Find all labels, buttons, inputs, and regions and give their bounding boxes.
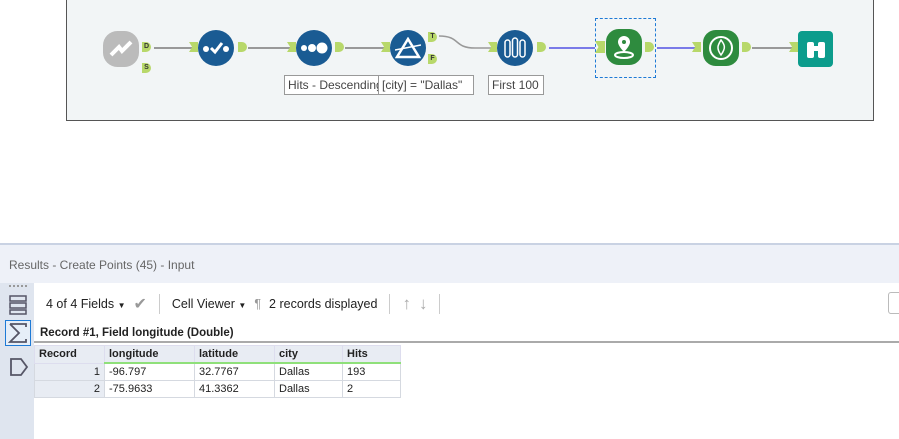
binoculars-icon [806,42,825,58]
table-header-row: Record longitude latitude city Hits [34,345,401,364]
cloud-input-icon [109,40,133,57]
input-anchor[interactable] [488,42,497,52]
arrow-up-icon[interactable]: ↑ [402,294,411,313]
connection [752,47,794,49]
cell[interactable]: 41.3362 [194,380,275,398]
search-input[interactable] [888,292,899,314]
select-tool[interactable] [198,30,234,66]
table-row: 2 -75.9633 41.3362 Dallas 2 [34,380,401,398]
results-panel-title: Results - Create Points (45) - Input [0,243,899,283]
filter-prism-icon [395,37,421,59]
cell[interactable]: 193 [342,362,401,381]
connection [248,47,294,49]
sample-annotation: First 100 [488,75,544,95]
output-anchor[interactable] [238,42,247,52]
input-anchor[interactable] [595,41,605,53]
sample-tubes-icon [504,37,526,58]
input-tool[interactable] [103,31,139,67]
connection [154,47,192,49]
workflow-canvas[interactable]: D S Hits - Descending T F [city] = "Dall… [66,0,874,121]
results-toolbar: 4 of 4 Fields ▼ ✔ Cell Viewer ▼ ¶ 2 reco… [34,285,899,323]
select-check-icon [203,42,229,55]
arrow-down-icon[interactable]: ↓ [418,294,428,313]
record-number[interactable]: 2 [34,380,105,398]
input-anchor[interactable] [287,42,296,52]
results-table: Record longitude latitude city Hits 1 -9… [34,345,401,398]
connection [439,35,499,49]
input-anchor[interactable] [189,42,198,52]
sigma-icon [7,323,27,343]
input-anchor[interactable] [692,42,701,52]
output-anchor[interactable] [537,42,546,52]
column-header[interactable]: longitude [104,345,195,364]
sort-annotation: Hits - Descending [284,75,387,95]
cell-viewer-dropdown[interactable]: Cell Viewer ▼ [171,297,247,311]
output-anchor-true[interactable]: T [428,32,437,42]
selection-box [595,18,656,78]
filter-tool[interactable] [390,30,426,66]
column-header[interactable]: city [274,345,343,364]
heatmap-tool[interactable] [703,30,739,66]
tag-icon[interactable] [9,357,29,377]
table-view-icon[interactable] [9,295,27,315]
chevron-down-icon: ▼ [117,301,126,310]
metadata-view-button[interactable] [5,320,31,346]
output-anchor[interactable] [645,42,654,52]
output-anchor-false[interactable]: F [428,54,437,64]
connection [549,47,595,49]
records-count: 2 records displayed [269,297,378,311]
cell[interactable]: -75.9633 [104,380,195,398]
filter-annotation: [city] = "Dallas" [378,75,474,95]
output-anchor-d[interactable]: D [142,42,151,52]
output-anchor[interactable] [742,42,751,52]
connection [657,47,697,49]
sort-tool[interactable] [296,30,332,66]
record-info: Record #1, Field longitude (Double) [34,323,899,343]
column-header[interactable]: latitude [194,345,275,364]
sample-tool[interactable] [497,30,533,66]
cell[interactable]: 32.7767 [194,362,275,381]
sort-dots-icon [301,42,328,54]
results-sidebar [0,283,34,439]
output-anchor-s[interactable]: S [142,63,151,73]
checkmark-icon[interactable]: ✔ [133,296,147,313]
fields-dropdown[interactable]: 4 of 4 Fields ▼ [46,297,126,311]
map-pin-icon [614,36,634,59]
browse-tool[interactable] [798,31,833,67]
cell[interactable]: Dallas [274,362,343,381]
column-header[interactable]: Hits [342,345,401,364]
heatmap-flame-icon [709,36,733,60]
cell[interactable]: Dallas [274,380,343,398]
cell[interactable]: 2 [342,380,401,398]
record-number[interactable]: 1 [34,362,105,381]
input-anchor[interactable] [381,42,390,52]
divider [389,294,391,314]
table-row: 1 -96.797 32.7767 Dallas 193 [34,362,401,381]
create-points-tool[interactable] [606,29,642,65]
pilcrow-icon[interactable]: ¶ [254,297,262,311]
divider [158,294,160,314]
connection [345,47,387,49]
drag-handle[interactable] [9,285,27,287]
output-anchor[interactable] [335,42,344,52]
input-anchor[interactable] [789,42,798,52]
cell[interactable]: -96.797 [104,362,195,381]
column-header[interactable]: Record [34,345,105,364]
chevron-down-icon: ▼ [238,301,247,310]
divider [439,294,441,314]
